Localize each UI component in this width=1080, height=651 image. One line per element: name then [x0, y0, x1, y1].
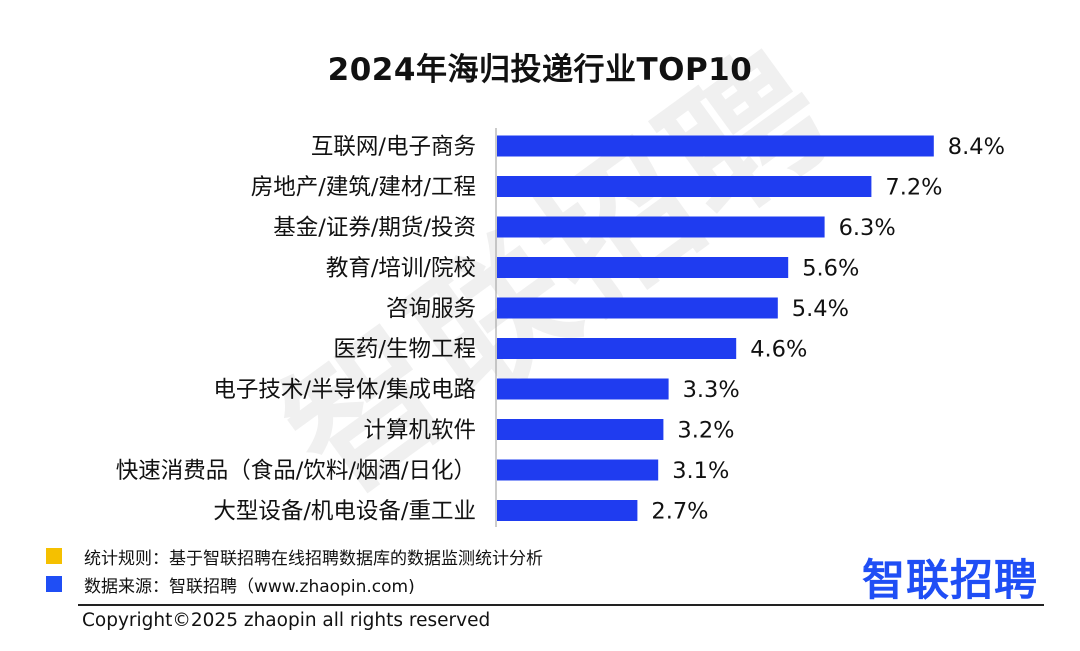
category-label: 大型设备/机电设备/重工业 [213, 499, 476, 525]
bar-chart: 互联网/电子商务 8.4% 房地产/建筑/建材/工程 7.2% 基金/证券/期货/投资 6… [116, 128, 1005, 527]
bar [497, 459, 659, 481]
category-label: 互联网/电子商务 [311, 134, 476, 160]
yellow-square-icon [46, 548, 62, 564]
value-label: 3.1% [672, 458, 729, 484]
bar [497, 257, 789, 278]
value-label: 3.2% [677, 418, 734, 444]
legend-source: 数据来源：智联招聘（www.zhaopin.com) [46, 573, 415, 597]
chart-title: 2024年海归投递行业TOP10 [327, 52, 753, 88]
bar [497, 419, 664, 440]
footer-divider [78, 604, 1044, 606]
blue-square-icon [46, 576, 62, 592]
zhaopin-logo: 智联招聘 [862, 556, 1038, 606]
value-label: 6.3% [839, 215, 896, 241]
category-label: 电子技术/半导体/集成电路 [213, 377, 476, 403]
category-label: 房地产/建筑/建材/工程 [251, 175, 476, 201]
category-label: 咨询服务 [386, 296, 476, 322]
value-label: 7.2% [885, 175, 942, 201]
value-label: 3.3% [683, 377, 740, 403]
bars-layer: 互联网/电子商务 8.4% 房地产/建筑/建材/工程 7.2% 基金/证券/期货/投资 6… [116, 134, 1005, 525]
value-label: 8.4% [948, 134, 1005, 160]
bar [497, 338, 737, 359]
value-label: 5.4% [792, 296, 849, 322]
category-label: 教育/培训/院校 [326, 256, 476, 282]
legend-rule-text: 统计规则：基于智联招聘在线招聘数据库的数据监测统计分析 [84, 548, 543, 569]
legend-rule: 统计规则：基于智联招聘在线招聘数据库的数据监测统计分析 [46, 545, 543, 569]
category-label: 医药/生物工程 [333, 337, 476, 363]
category-label: 计算机软件 [363, 418, 476, 444]
bar [497, 297, 778, 319]
bar [497, 378, 669, 400]
bar [497, 135, 934, 157]
bar [497, 176, 872, 197]
category-label: 基金/证券/期货/投资 [273, 215, 476, 241]
bar [497, 216, 825, 238]
value-label: 2.7% [651, 499, 708, 525]
value-label: 5.6% [802, 256, 859, 282]
value-label: 4.6% [750, 337, 807, 363]
category-label: 快速消费品（食品/饮料/烟酒/日化） [116, 458, 476, 484]
bar [497, 500, 638, 521]
copyright-text: Copyright©2025 zhaopin all rights reserv… [82, 610, 491, 631]
legend-source-text: 数据来源：智联招聘（www.zhaopin.com) [84, 576, 415, 597]
